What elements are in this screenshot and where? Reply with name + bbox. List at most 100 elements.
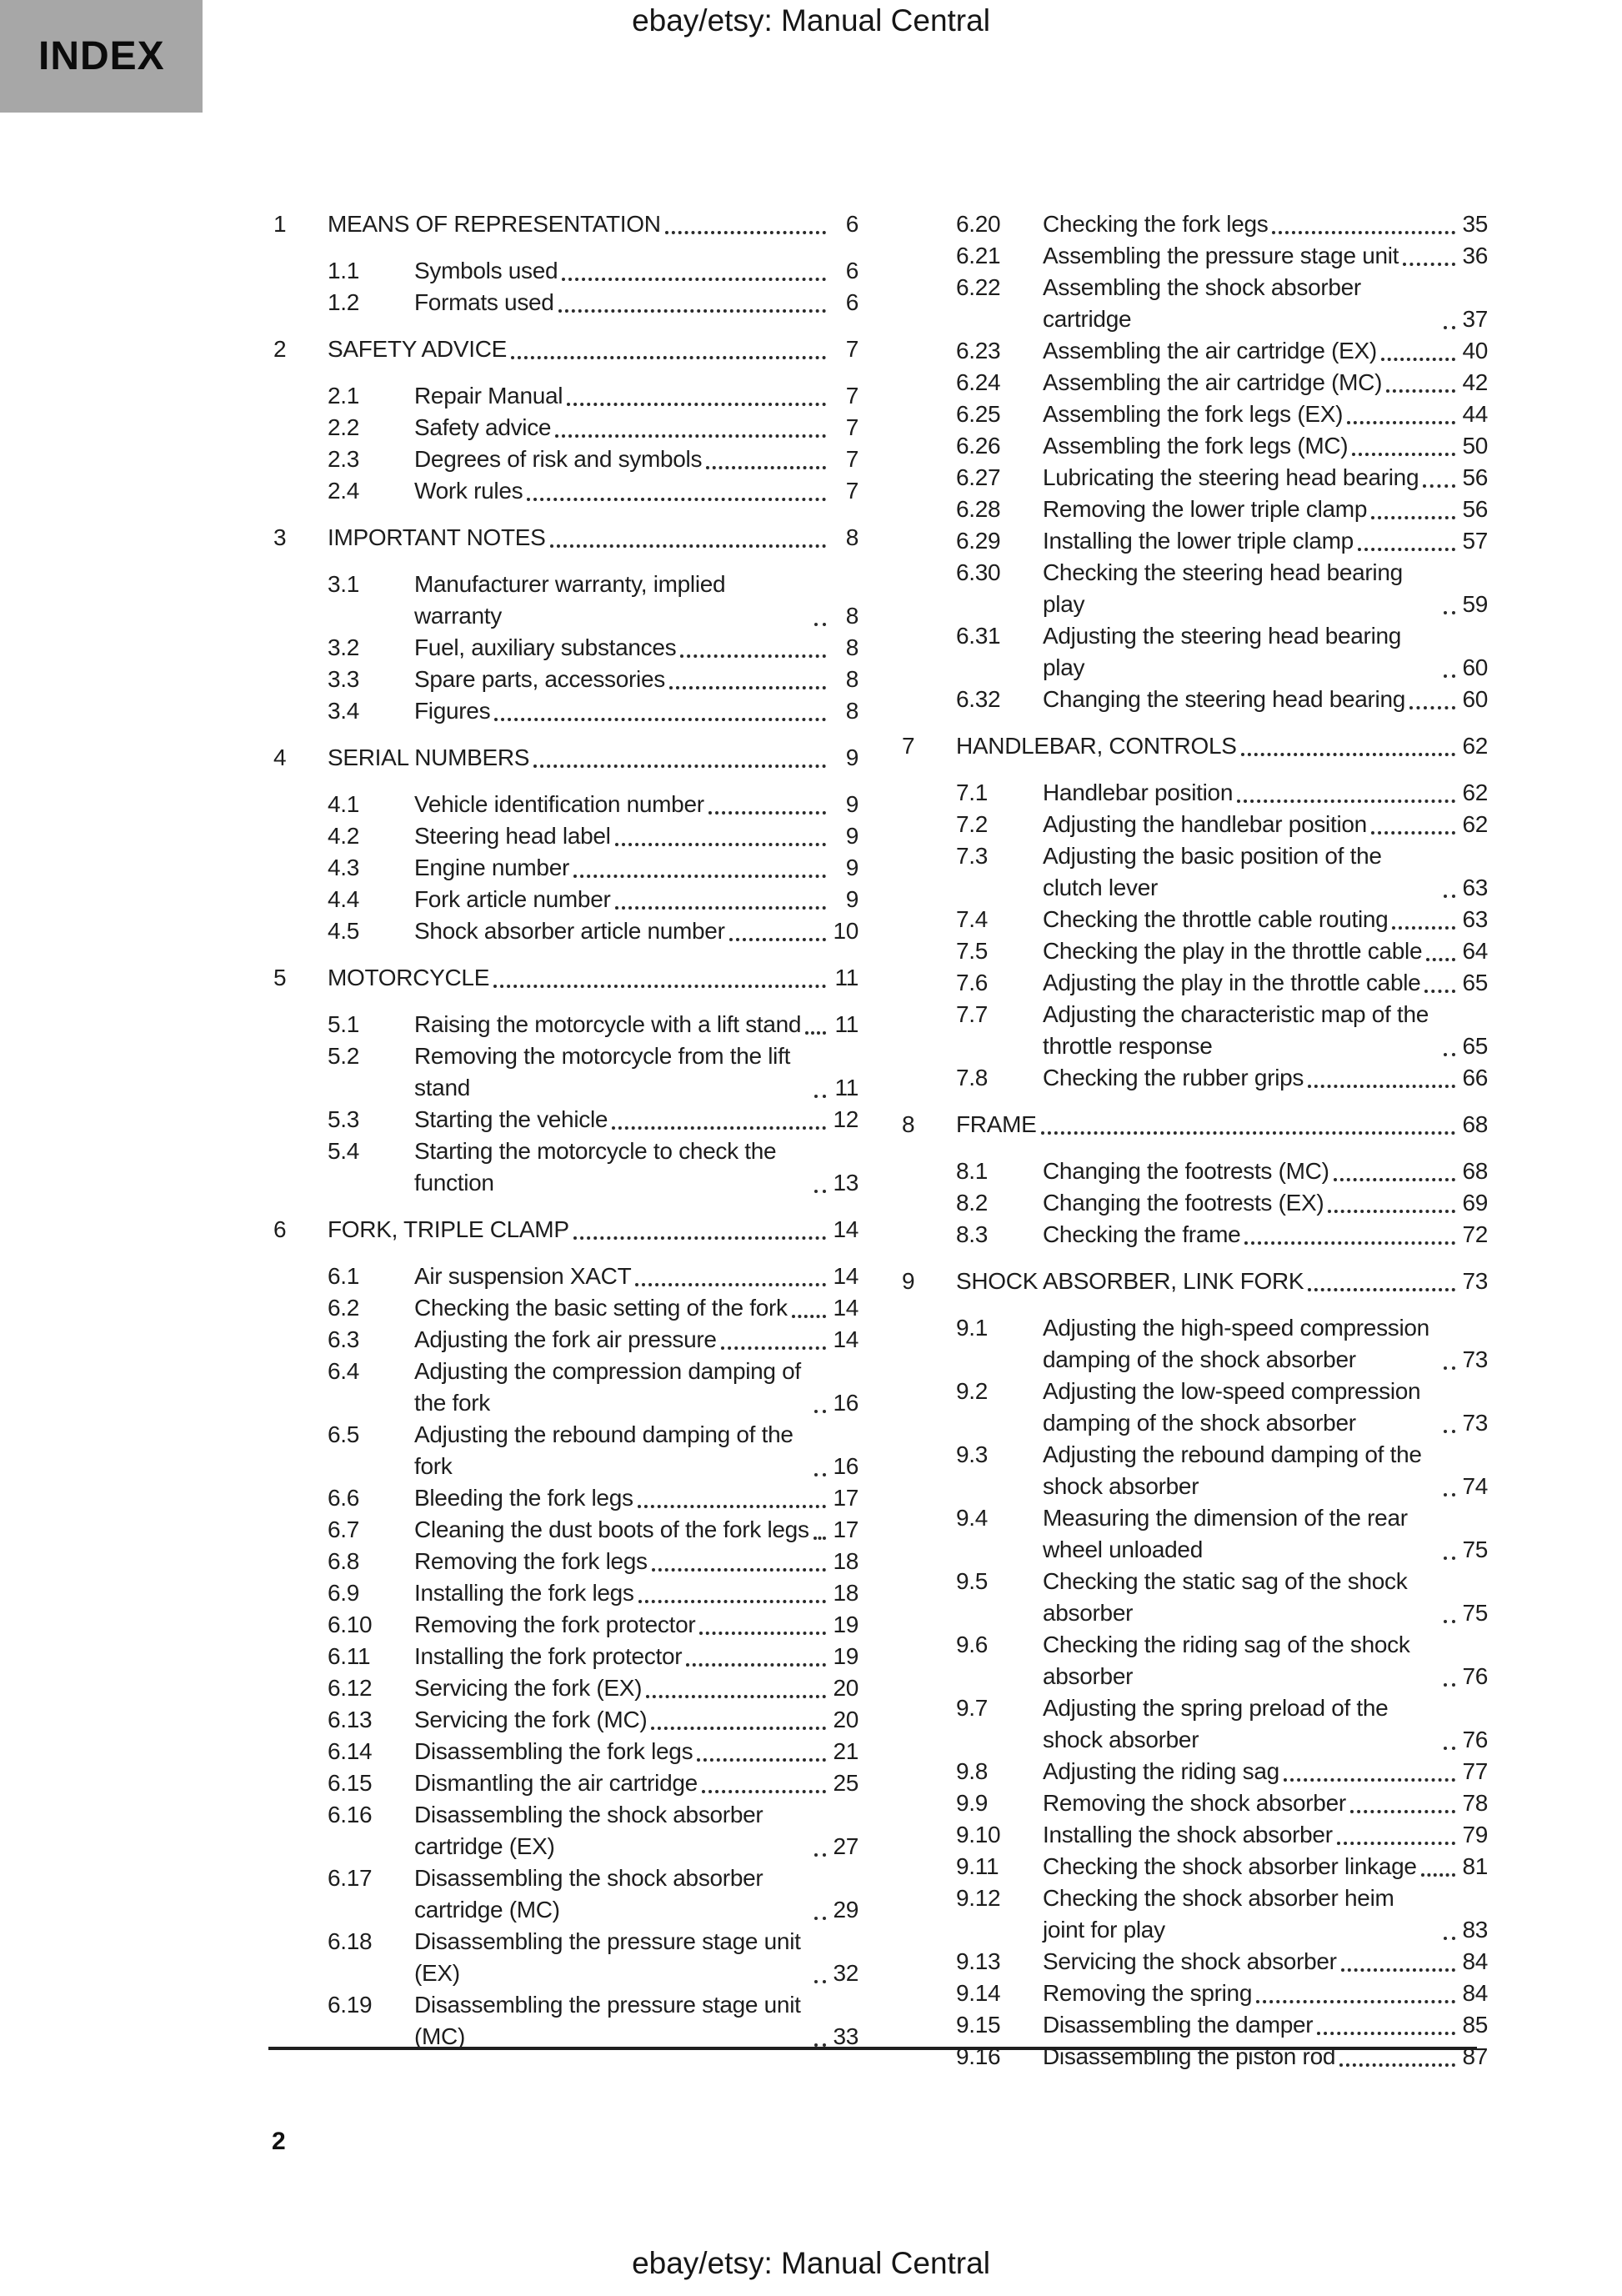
toc-entry-page: 16 bbox=[833, 1390, 859, 1416]
toc-entry: 7.5 Checking the play in the throttle cab… bbox=[902, 935, 1488, 967]
toc-entry-body: Adjusting the rebound damping of the sho… bbox=[1043, 1439, 1488, 1502]
dot-leader bbox=[1444, 674, 1455, 678]
toc-entry-title: Disassembling the pressure stage unit (M… bbox=[414, 1992, 801, 2049]
toc-entry-title: Shock absorber article number bbox=[414, 918, 725, 944]
toc-entry-title: Changing the footrests (MC) bbox=[1043, 1158, 1329, 1184]
toc-entry-page: 76 bbox=[1462, 1727, 1488, 1752]
toc-entry: 6.14 Disassembling the fork legs 21 bbox=[273, 1736, 859, 1767]
toc-entry-title: Starting the motorcycle to check the fun… bbox=[414, 1138, 777, 1196]
toc-entry-title: SAFETY ADVICE bbox=[328, 336, 507, 362]
toc-entry-number: 9.15 bbox=[956, 2012, 1001, 2038]
dot-leader bbox=[1409, 706, 1455, 709]
toc-entry-page: 20 bbox=[833, 1675, 859, 1701]
toc-entry-body: MEANS OF REPRESENTATION 6 bbox=[328, 208, 859, 240]
toc-entry-page: 81 bbox=[1462, 1853, 1488, 1879]
toc-entry: 6.2 Checking the basic setting of the for… bbox=[273, 1292, 859, 1324]
toc-entry-page: 66 bbox=[1462, 1065, 1488, 1090]
toc-entry-title: Fork article number bbox=[414, 886, 611, 912]
toc-entry-page: 8 bbox=[845, 666, 859, 692]
toc-entry-body: Symbols used 6 bbox=[414, 255, 859, 287]
toc-entry: 6.24 Assembling the air cartridge (MC) 42 bbox=[902, 367, 1488, 399]
dot-leader bbox=[549, 544, 826, 548]
toc-entry-number: 4.2 bbox=[328, 823, 360, 849]
toc-entry-page: 63 bbox=[1462, 875, 1488, 900]
dot-leader bbox=[1357, 548, 1455, 551]
toc-entry: 6.6 Bleeding the fork legs 17 bbox=[273, 1482, 859, 1514]
dot-leader bbox=[1444, 1430, 1455, 1433]
toc-entry-title: Removing the shock absorber bbox=[1043, 1790, 1346, 1816]
dot-leader bbox=[1386, 389, 1455, 393]
toc-entry-page: 12 bbox=[833, 1106, 859, 1132]
toc-entry-body: Adjusting the steering head bearing play… bbox=[1043, 620, 1488, 684]
toc-entry: 2.4 Work rules 7 bbox=[273, 475, 859, 507]
dot-leader bbox=[573, 875, 826, 878]
dot-leader bbox=[1380, 358, 1455, 361]
toc-entry-number: 4 bbox=[273, 744, 287, 770]
toc-entry-number: 4.1 bbox=[328, 791, 360, 817]
toc-entry-body: Installing the shock absorber 79 bbox=[1043, 1819, 1488, 1851]
toc-entry-page: 73 bbox=[1462, 1268, 1488, 1294]
toc-entry-page: 8 bbox=[845, 524, 859, 550]
toc-entry-title: Cleaning the dust boots of the fork legs bbox=[414, 1516, 809, 1542]
footer-rule bbox=[268, 2047, 1477, 2050]
toc-entry-number: 1 bbox=[273, 211, 287, 237]
toc-entry-page: 32 bbox=[833, 1960, 859, 1986]
toc-entry-page: 19 bbox=[833, 1643, 859, 1669]
toc-entry: 6.11 Installing the fork protector 19 bbox=[273, 1641, 859, 1672]
toc-entry-page: 16 bbox=[833, 1453, 859, 1479]
toc-entry-page: 9 bbox=[845, 823, 859, 849]
toc-entry-number: 7.4 bbox=[956, 906, 989, 932]
toc-entry-body: Adjusting the play in the throttle cable… bbox=[1043, 967, 1488, 999]
toc-entry-page: 11 bbox=[834, 1075, 859, 1100]
dot-leader bbox=[706, 466, 826, 469]
toc-entry-title: Disassembling the damper bbox=[1043, 2012, 1314, 2038]
page-number: 2 bbox=[272, 2128, 286, 2155]
toc-entry: 6.28 Removing the lower triple clamp 56 bbox=[902, 494, 1488, 525]
toc-entry: 9.7 Adjusting the spring preload of the s… bbox=[902, 1692, 1488, 1756]
toc-entry-body: Adjusting the low-speed compression damp… bbox=[1043, 1376, 1488, 1439]
toc-entry-page: 14 bbox=[833, 1295, 859, 1321]
toc-entry-title: Adjusting the rebound damping of the sho… bbox=[1043, 1441, 1422, 1499]
toc-entry: 7.4 Checking the throttle cable routing 63 bbox=[902, 904, 1488, 935]
toc-entry-page: 20 bbox=[833, 1707, 859, 1732]
toc-entry: 9.13 Servicing the shock absorber 84 bbox=[902, 1946, 1488, 1978]
toc-entry: 6.17 Disassembling the shock absorber car… bbox=[273, 1862, 859, 1926]
dot-leader bbox=[1347, 421, 1455, 424]
toc-entry-title: Checking the throttle cable routing bbox=[1043, 906, 1389, 932]
toc-entry-body: Raising the motorcycle with a lift stand… bbox=[414, 1009, 859, 1040]
toc-entry-body: Air suspension XACT 14 bbox=[414, 1261, 859, 1292]
toc-entry-title: Starting the vehicle bbox=[414, 1106, 608, 1132]
toc-entry-body: Safety advice 7 bbox=[414, 412, 859, 444]
toc-entry-body: Assembling the pressure stage unit 36 bbox=[1043, 240, 1488, 272]
toc-entry-page: 37 bbox=[1462, 306, 1488, 332]
toc-entry-number: 5 bbox=[273, 965, 287, 990]
toc-entry-body: Starting the motorcycle to check the fun… bbox=[414, 1135, 859, 1199]
toc-entry-body: Servicing the shock absorber 84 bbox=[1043, 1946, 1488, 1978]
dot-leader bbox=[1371, 516, 1455, 519]
dot-leader bbox=[814, 1853, 826, 1857]
toc-entry-body: Starting the vehicle 12 bbox=[414, 1104, 859, 1135]
toc-entry-title: Adjusting the fork air pressure bbox=[414, 1326, 717, 1352]
dot-leader bbox=[1333, 1178, 1455, 1181]
toc-entry-title: MOTORCYCLE bbox=[328, 965, 490, 990]
toc-entry: 6.26 Assembling the fork legs (MC) 50 bbox=[902, 430, 1488, 462]
toc-entry-body: Checking the riding sag of the shock abs… bbox=[1043, 1629, 1488, 1692]
toc-entry-title: Vehicle identification number bbox=[414, 791, 704, 817]
toc-entry-page: 9 bbox=[845, 855, 859, 880]
dot-leader bbox=[651, 1727, 826, 1730]
toc-entry-page: 6 bbox=[845, 211, 859, 237]
toc-entry-body: Checking the steering head bearing play 5… bbox=[1043, 557, 1488, 620]
toc-entry-body: Changing the steering head bearing 60 bbox=[1043, 684, 1488, 715]
header-title: ebay/etsy: Manual Central bbox=[632, 3, 990, 38]
toc-entry-number: 6.23 bbox=[956, 338, 1001, 363]
toc-entry: 6.3 Adjusting the fork air pressure 14 bbox=[273, 1324, 859, 1356]
toc-entry: 6.12 Servicing the fork (EX) 20 bbox=[273, 1672, 859, 1704]
index-label: INDEX bbox=[38, 34, 165, 78]
dot-leader bbox=[1423, 484, 1455, 488]
toc-entry-body: Checking the rubber grips 66 bbox=[1043, 1062, 1488, 1094]
toc-entry-number: 7.5 bbox=[956, 938, 989, 964]
dot-leader bbox=[1444, 895, 1455, 898]
toc-entry-page: 73 bbox=[1462, 1346, 1488, 1372]
toc-entry-title: Adjusting the steering head bearing play bbox=[1043, 623, 1402, 680]
toc-entry-page: 73 bbox=[1462, 1410, 1488, 1436]
